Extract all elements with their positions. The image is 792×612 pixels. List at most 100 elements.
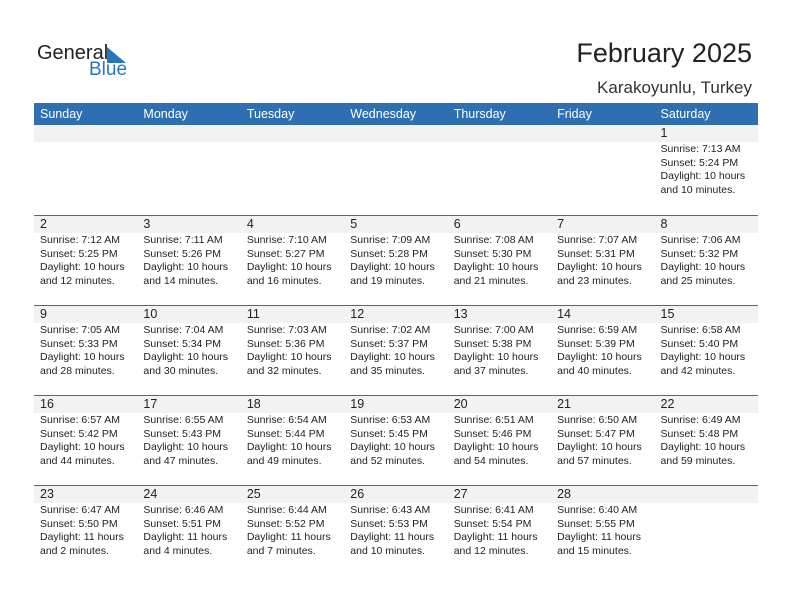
day-cell: 12 Sunrise: 7:02 AM Sunset: 5:37 PM Dayligh… [344,306,448,395]
day-number: 20 [447,396,552,413]
week-row: 1 Sunrise: 7:13 AM Sunset: 5:24 PM Daylight… [34,125,758,215]
day-number: 25 [240,486,345,503]
day-info: Sunrise: 6:54 AM Sunset: 5:44 PM Daylight:… [241,413,344,468]
sunset-text: Sunset: 5:47 PM [557,427,635,440]
day-cell: 17 Sunrise: 6:55 AM Sunset: 5:43 PM Dayligh… [137,396,241,485]
daylight-text: Daylight: 10 hours [660,441,746,453]
daylight-text: Daylight: 10 hours [143,261,229,273]
day-info: Sunrise: 6:57 AM Sunset: 5:42 PM Daylight:… [34,413,137,468]
day-cell: 7 Sunrise: 7:07 AM Sunset: 5:31 PM Daylight… [551,216,655,305]
empty-cell [240,125,345,215]
minutes-text: and 28 minutes. [40,364,115,377]
daylight-text: Daylight: 10 hours [660,351,746,363]
daylight-text: Daylight: 10 hours [40,261,125,273]
page-title: February 2025 [576,38,752,68]
minutes-text: and 40 minutes. [557,364,632,377]
day-cell: 2 Sunrise: 7:12 AM Sunset: 5:25 PM Daylight… [34,216,138,305]
day-number [240,125,345,142]
daylight-text: Daylight: 10 hours [246,441,332,453]
day-cell: 8 Sunrise: 7:06 AM Sunset: 5:32 PM Daylight… [654,216,758,305]
day-cell: 24 Sunrise: 6:46 AM Sunset: 5:51 PM Dayligh… [137,486,241,575]
day-info: Sunrise: 7:04 AM Sunset: 5:34 PM Daylight:… [137,323,240,378]
weekday-monday: Monday [143,107,188,121]
minutes-text: and 47 minutes. [143,454,219,467]
day-cell: 23 Sunrise: 6:47 AM Sunset: 5:50 PM Dayligh… [34,486,138,575]
day-number: 4 [240,216,345,233]
day-info: Sunrise: 7:05 AM Sunset: 5:33 PM Daylight:… [34,323,137,378]
daylight-text: Daylight: 11 hours [453,531,538,543]
day-cell: 14 Sunrise: 6:59 AM Sunset: 5:39 PM Dayligh… [551,306,655,395]
daylight-text: Daylight: 10 hours [660,170,746,182]
minutes-text: and 57 minutes. [557,454,632,467]
minutes-text: and 2 minutes. [40,544,109,557]
sunrise-text: Sunrise: 6:57 AM [40,414,120,426]
daylight-text: Daylight: 10 hours [246,351,332,363]
daylight-text: Daylight: 10 hours [557,261,642,273]
sunset-text: Sunset: 5:31 PM [557,247,635,260]
minutes-text: and 59 minutes. [660,454,736,467]
weekday-header: Sunday Monday Tuesday Wednesday Thursday Frid… [34,103,758,125]
day-info: Sunrise: 6:44 AM Sunset: 5:52 PM Daylight:… [241,503,344,558]
day-number: 17 [137,396,241,413]
day-cell: 3 Sunrise: 7:11 AM Sunset: 5:26 PM Daylight… [137,216,241,305]
day-cell: 28 Sunrise: 6:40 AM Sunset: 5:55 PM Dayligh… [551,486,655,575]
sunrise-text: Sunrise: 6:50 AM [557,414,638,426]
minutes-text: and 37 minutes. [453,364,529,377]
location: Karakoyunlu, Turkey [597,78,752,97]
day-cell: 21 Sunrise: 6:50 AM Sunset: 5:47 PM Dayligh… [551,396,655,485]
daylight-text: Daylight: 11 hours [350,531,435,543]
minutes-text: and 12 minutes. [40,274,115,287]
day-cell: 22 Sunrise: 6:49 AM Sunset: 5:48 PM Dayligh… [654,396,758,485]
day-number [447,125,552,142]
day-info: Sunrise: 6:58 AM Sunset: 5:40 PM Daylight:… [655,323,758,378]
day-info: Sunrise: 7:13 AM Sunset: 5:24 PM Daylight:… [655,142,758,197]
minutes-text: and 49 minutes. [246,454,322,467]
empty-cell [447,125,552,215]
day-number: 5 [344,216,448,233]
logo-triangle-icon [107,47,126,63]
daylight-text: Daylight: 11 hours [40,531,124,543]
day-number [34,125,138,142]
empty-cell [137,125,241,215]
day-cell: 20 Sunrise: 6:51 AM Sunset: 5:46 PM Dayligh… [447,396,552,485]
day-number [654,486,758,503]
day-cell: 27 Sunrise: 6:41 AM Sunset: 5:54 PM Dayligh… [447,486,552,575]
sunrise-text: Sunrise: 6:54 AM [246,414,327,426]
sunset-text: Sunset: 5:39 PM [557,337,635,350]
daylight-text: Daylight: 11 hours [143,531,228,543]
sunrise-text: Sunrise: 6:58 AM [660,324,741,336]
day-number: 15 [654,306,758,323]
day-number: 14 [551,306,655,323]
day-number: 27 [447,486,552,503]
daylight-text: Daylight: 10 hours [660,261,746,273]
day-info: Sunrise: 6:43 AM Sunset: 5:53 PM Daylight:… [344,503,447,558]
sunrise-text: Sunrise: 6:51 AM [453,414,534,426]
sunrise-text: Sunrise: 7:03 AM [246,324,327,336]
sunset-text: Sunset: 5:27 PM [246,247,325,260]
minutes-text: and 12 minutes. [453,544,529,557]
empty-cell [654,486,758,575]
day-info: Sunrise: 7:02 AM Sunset: 5:37 PM Daylight:… [344,323,447,378]
day-number [344,125,448,142]
minutes-text: and 16 minutes. [246,274,322,287]
minutes-text: and 54 minutes. [453,454,529,467]
day-info: Sunrise: 6:47 AM Sunset: 5:50 PM Daylight:… [34,503,137,558]
day-number: 12 [344,306,448,323]
day-number: 3 [137,216,241,233]
day-cell: 5 Sunrise: 7:09 AM Sunset: 5:28 PM Daylight… [344,216,448,305]
day-number: 24 [137,486,241,503]
day-number: 13 [447,306,552,323]
sunrise-text: Sunrise: 7:12 AM [40,234,120,246]
weekday-saturday: Saturday [660,107,711,121]
sunrise-text: Sunrise: 6:40 AM [557,504,638,516]
daylight-text: Daylight: 10 hours [557,351,642,363]
day-cell: 1 Sunrise: 7:13 AM Sunset: 5:24 PM Daylight… [654,125,758,215]
sunrise-text: Sunrise: 6:59 AM [557,324,638,336]
weekday-tuesday: Tuesday [246,107,295,121]
minutes-text: and 32 minutes. [246,364,322,377]
day-info: Sunrise: 7:09 AM Sunset: 5:28 PM Daylight:… [344,233,447,288]
day-info: Sunrise: 7:00 AM Sunset: 5:38 PM Daylight:… [448,323,551,378]
sunrise-text: Sunrise: 6:41 AM [453,504,534,516]
sunrise-text: Sunrise: 7:09 AM [350,234,431,246]
sunset-text: Sunset: 5:30 PM [453,247,532,260]
